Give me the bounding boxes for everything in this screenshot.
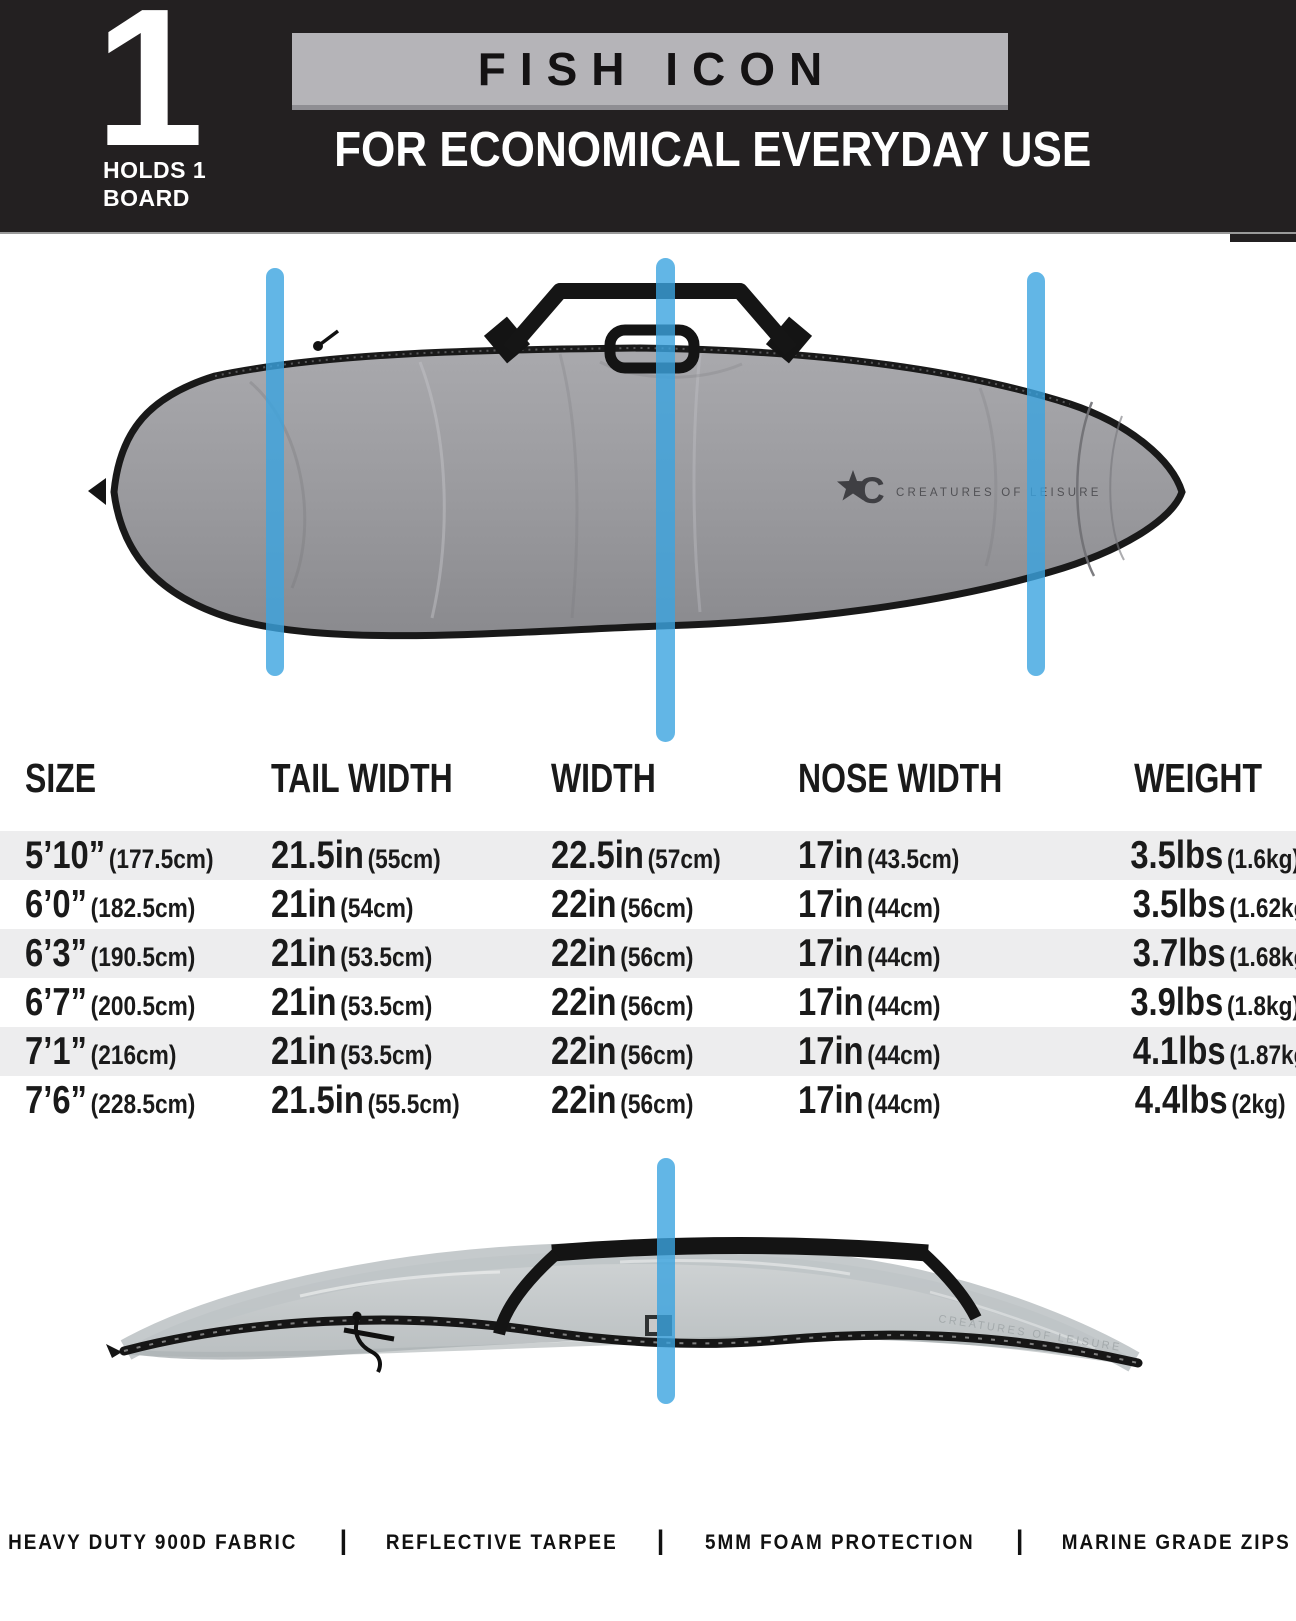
weight-cell: 3.5lbs (1.6kg)	[1130, 833, 1296, 877]
fabric-wrinkle	[418, 361, 446, 619]
fabric-wrinkle	[299, 1270, 501, 1298]
size-cell: 6’0” (182.5cm)	[25, 882, 196, 926]
width-cell: 22.5in (57cm)	[551, 833, 721, 877]
nose-width-cell: 17in (43.5cm)	[798, 833, 960, 877]
bag-body	[110, 344, 1186, 640]
fabric-wrinkle	[929, 1290, 1096, 1350]
tail-width-cell: 21in (53.5cm)	[271, 931, 433, 975]
side-handle-strap	[493, 1249, 561, 1336]
feature-zips: MARINE GRADE ZIPS	[1062, 1530, 1292, 1554]
nose-seam	[1076, 401, 1096, 577]
handle-cuff	[483, 316, 531, 364]
feature-bar: HEAVY DUTY 900D FABRIC | REFLECTIVE TARP…	[0, 1525, 1296, 1558]
table-row: 6’3” (190.5cm) 21in (53.5cm) 22in (56cm)…	[0, 929, 1296, 978]
weight-cell: 4.1lbs (1.87kg)	[1132, 1029, 1296, 1073]
size-cell: 6’3” (190.5cm)	[25, 931, 196, 975]
tail-width-cell: 21in (54cm)	[271, 882, 414, 926]
weight-cell: 3.5lbs (1.62kg)	[1132, 882, 1296, 926]
width-cell: 22in (56cm)	[551, 980, 694, 1024]
table-row: 6’7” (200.5cm) 21in (53.5cm) 22in (56cm)…	[0, 978, 1296, 1027]
measurement-line-tail	[266, 268, 284, 676]
size-cell: 6’7” (200.5cm)	[25, 980, 196, 1024]
fabric-wrinkle	[558, 353, 579, 619]
side-zipper-pull	[352, 1311, 362, 1321]
size-cell: 7’1” (216cm)	[25, 1029, 177, 1073]
size-table: SIZE TAIL WIDTH WIDTH NOSE WIDTH WEIGHT …	[0, 726, 1296, 1125]
side-zipper-cord	[343, 1327, 395, 1342]
weight-cell: 3.7lbs (1.68kg)	[1132, 931, 1296, 975]
side-handle-strap	[919, 1249, 982, 1321]
table-row: 5’10” (177.5cm) 21.5in (55cm) 22.5in (57…	[0, 831, 1296, 880]
nose-width-cell: 17in (44cm)	[798, 882, 941, 926]
table-row: 7’1” (216cm) 21in (53.5cm) 22in (56cm) 1…	[0, 1027, 1296, 1076]
fabric-wrinkle	[978, 387, 998, 567]
holds-line1: HOLDS 1	[103, 157, 207, 183]
side-tail-tab	[106, 1344, 122, 1358]
nose-width-cell: 17in (44cm)	[798, 980, 941, 1024]
tail-width-cell: 21.5in (55cm)	[271, 833, 441, 877]
width-cell: 22in (56cm)	[551, 1078, 694, 1122]
brand-wordmark: CREATURES OF LEISURE	[896, 487, 1102, 499]
width-cell: 22in (56cm)	[551, 1029, 694, 1073]
tail-width-cell: 21.5in (55.5cm)	[271, 1078, 460, 1122]
header-notch	[1230, 234, 1296, 242]
feature-separator: |	[1015, 1525, 1024, 1555]
brand-star-icon	[837, 470, 869, 501]
measurement-line-nose	[1027, 272, 1045, 676]
col-header-nose-width: NOSE WIDTH	[798, 755, 1003, 801]
feature-fabric: HEAVY DUTY 900D FABRIC	[8, 1530, 298, 1554]
feature-separator: |	[656, 1525, 665, 1555]
weight-cell: 4.4lbs (2kg)	[1135, 1078, 1286, 1122]
tail-width-cell: 21in (53.5cm)	[271, 980, 433, 1024]
product-title: FISH ICON	[477, 43, 837, 95]
nose-width-cell: 17in (44cm)	[798, 931, 941, 975]
zipper-teeth	[214, 346, 1071, 405]
fabric-wrinkle	[619, 1259, 851, 1276]
feature-separator: |	[339, 1525, 348, 1555]
bag-side-view-image: CREATURES OF LEISURE	[106, 1158, 1143, 1404]
size-cell: 7’6” (228.5cm)	[25, 1078, 196, 1122]
measurement-line-side-mid	[657, 1158, 675, 1404]
zipper-pull-cord	[316, 329, 340, 348]
weight-cell: 3.9lbs (1.8kg)	[1130, 980, 1296, 1024]
nose-width-cell: 17in (44cm)	[798, 1029, 941, 1073]
side-handle-strap	[551, 1237, 929, 1262]
nose-width-cell: 17in (44cm)	[798, 1078, 941, 1122]
col-header-size: SIZE	[25, 755, 97, 801]
title-banner: FISH ICON	[292, 33, 1008, 110]
tail-width-cell: 21in (53.5cm)	[271, 1029, 433, 1073]
subtitle-wrap: FOR ECONOMICAL EVERYDAY USE	[292, 122, 1091, 178]
col-header-width: WIDTH	[551, 755, 656, 801]
size-cell: 5’10” (177.5cm)	[25, 833, 214, 877]
measurement-line-mid	[656, 258, 675, 742]
tail-tab	[88, 478, 106, 505]
bag-top-view-image: C CREATURES OF LEISURE	[88, 258, 1186, 742]
width-cell: 22in (56cm)	[551, 882, 694, 926]
board-count: 1	[95, 0, 205, 187]
feature-tarpee: REFLECTIVE TARPEE	[386, 1530, 618, 1554]
side-zipper-stitch	[123, 1319, 1139, 1364]
col-header-weight: WEIGHT	[1134, 755, 1262, 801]
side-label-patch	[649, 1319, 657, 1332]
holds-line2: BOARD	[103, 185, 190, 211]
product-subtitle: FOR ECONOMICAL EVERYDAY USE	[334, 123, 1092, 177]
fabric-wrinkle	[692, 353, 702, 613]
table-header-row: SIZE TAIL WIDTH WIDTH NOSE WIDTH WEIGHT	[0, 726, 1296, 831]
brand-c-glyph: C	[858, 470, 885, 511]
nose-seam	[1109, 415, 1125, 561]
col-header-tail-width: TAIL WIDTH	[271, 755, 453, 801]
table-row: 7’6” (228.5cm) 21.5in (55.5cm) 22in (56c…	[0, 1076, 1296, 1125]
feature-foam: 5MM FOAM PROTECTION	[705, 1530, 975, 1554]
handle-loop	[604, 324, 700, 374]
width-cell: 22in (56cm)	[551, 931, 694, 975]
header: 1 HOLDS 1 BOARD FISH ICON FOR ECONOMICAL…	[0, 0, 1296, 234]
holds-label: HOLDS 1 BOARD	[103, 156, 206, 212]
handle-strap	[502, 283, 798, 356]
table-row: 6’0” (182.5cm) 21in (54cm) 22in (56cm) 1…	[0, 880, 1296, 929]
